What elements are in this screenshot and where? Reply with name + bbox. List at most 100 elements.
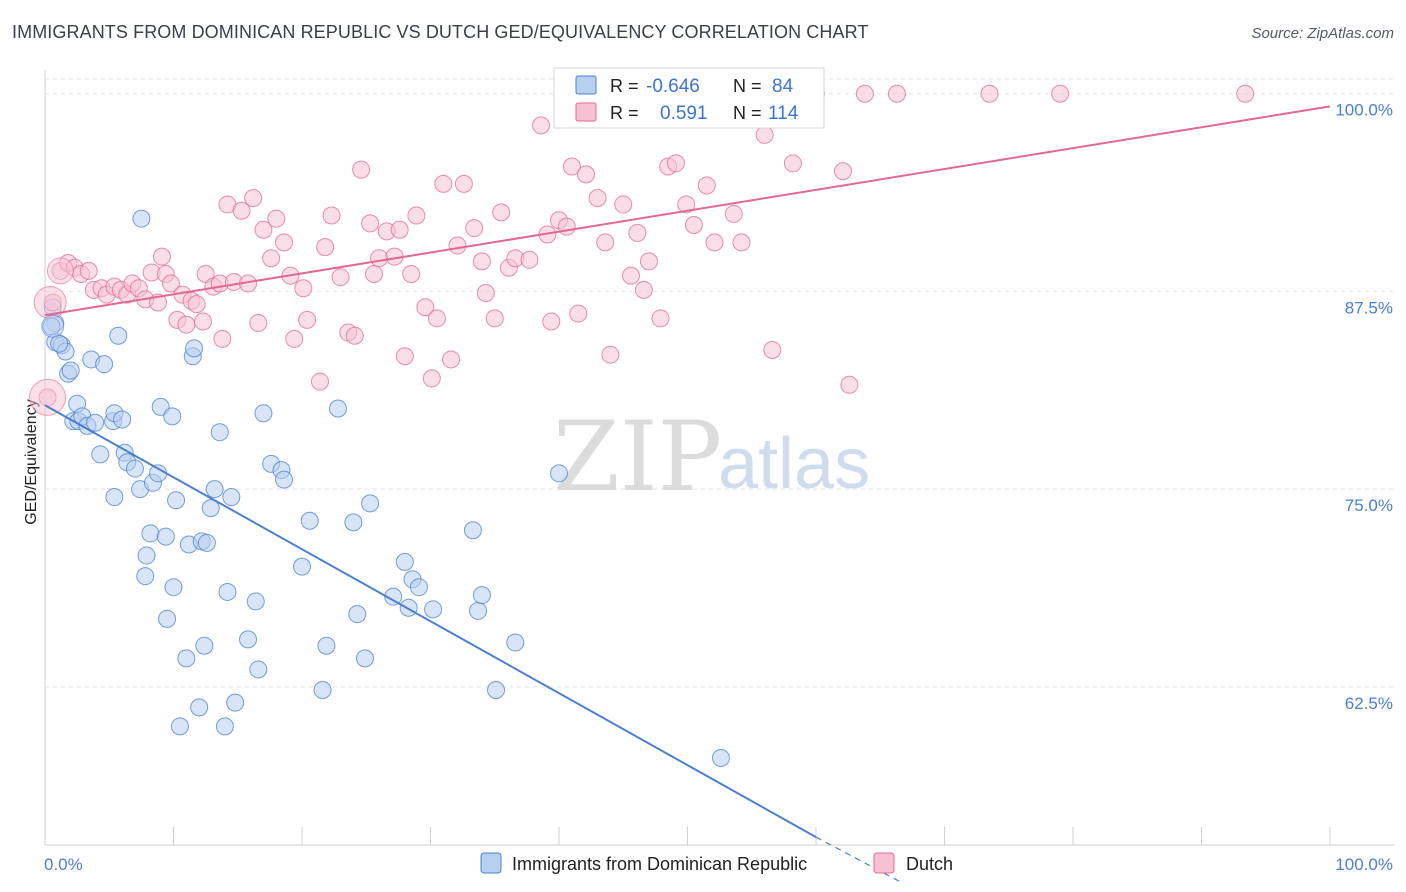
point-dominican-45 (197, 533, 216, 552)
point-dominican-65 (348, 605, 367, 624)
point-dominican-55 (249, 660, 268, 679)
point-dutch-86 (601, 345, 620, 364)
point-large-2 (46, 257, 74, 285)
point-dutch-75 (520, 250, 539, 269)
point-dutch-51 (352, 160, 371, 179)
y-tick-labels: 62.5% 75.0% 87.5% 100.0% (1335, 101, 1393, 713)
point-dutch-110 (887, 84, 906, 103)
point-large-3 (41, 314, 65, 338)
point-dutch-18 (152, 247, 171, 266)
point-dominican-77 (472, 586, 491, 605)
y-tick-label: 87.5% (1345, 298, 1393, 317)
trend-line-dominican-extension (815, 836, 900, 882)
point-dominican-35 (164, 578, 183, 597)
point-dominican-25 (132, 209, 151, 228)
point-dominican-27 (137, 546, 156, 565)
point-dominican-64 (328, 399, 347, 418)
point-dutch-57 (390, 220, 409, 239)
point-dominican-56 (254, 404, 273, 423)
point-dutch-66 (448, 236, 467, 255)
point-dutch-53 (364, 265, 383, 284)
point-dutch-25 (187, 295, 206, 314)
point-dutch-39 (267, 209, 286, 228)
point-dutch-101 (724, 204, 743, 223)
stats-r-label-pink: R = (610, 103, 639, 123)
y-axis-label: GED/Equivalency (23, 399, 40, 524)
point-dominican-52 (226, 693, 245, 712)
point-dominican-71 (399, 598, 418, 617)
point-dominican-6 (61, 361, 80, 380)
grid (45, 78, 1395, 688)
stats-r-value-blue: -0.646 (646, 76, 700, 97)
point-dutch-80 (557, 217, 576, 236)
point-dominican-70 (395, 552, 414, 571)
point-dutch-65 (442, 350, 461, 369)
point-dutch-67 (454, 174, 473, 193)
point-dutch-47 (322, 206, 341, 225)
stats-legend: R = -0.646 N = 84 R = 0.591 N = 114 (553, 67, 825, 129)
point-dutch-83 (576, 165, 595, 184)
y-tick-label: 100.0% (1335, 101, 1393, 120)
point-dutch-59 (402, 265, 421, 284)
point-dominican-73 (409, 578, 428, 597)
point-dominican-66 (355, 649, 374, 668)
point-dominican-19 (109, 326, 128, 345)
point-dutch-105 (783, 154, 802, 173)
point-dominican-32 (156, 527, 175, 546)
stats-n-label-blue: N = (733, 76, 762, 96)
point-dutch-78 (542, 312, 561, 331)
source-label: Source: ZipAtlas.com (1251, 25, 1394, 42)
legend-label-dominican: Immigrants from Dominican Republic (512, 854, 807, 874)
trend-lines (44, 105, 1331, 882)
point-dominican-61 (300, 511, 319, 530)
x-tick-label-100: 100.0% (1335, 855, 1393, 874)
point-dutch-45 (310, 372, 329, 391)
stats-r-label-blue: R = (610, 76, 639, 96)
stats-swatch-pink (575, 102, 597, 122)
chart-title: IMMIGRANTS FROM DOMINICAN REPUBLIC VS DU… (12, 22, 868, 42)
point-dutch-104 (763, 340, 782, 359)
point-dominican-80 (550, 464, 568, 483)
stats-n-label-pink: N = (733, 103, 762, 123)
point-dominican-18 (105, 488, 124, 507)
point-dutch-36 (249, 314, 268, 333)
point-dominican-20 (113, 410, 132, 429)
point-dominican-76 (469, 601, 488, 620)
point-dominican-50 (218, 582, 237, 601)
stats-swatch-blue (575, 75, 597, 95)
point-dutch-88 (621, 266, 640, 285)
x-tick-label-0: 0.0% (44, 855, 83, 874)
point-dutch-98 (697, 176, 716, 195)
point-dutch-37 (254, 220, 273, 239)
point-dutch-94 (666, 154, 685, 173)
point-dominican-51 (222, 488, 241, 507)
point-dutch-99 (705, 233, 724, 252)
point-dutch-20 (161, 274, 180, 293)
point-dutch-52 (361, 214, 380, 233)
point-dutch-95 (677, 195, 696, 214)
point-dutch-64 (434, 174, 453, 193)
point-dutch-68 (465, 219, 484, 238)
point-dutch-6 (79, 261, 98, 280)
point-dominican-23 (125, 459, 144, 478)
point-dutch-40 (275, 233, 294, 252)
point-dominican-46 (201, 499, 220, 518)
point-dutch-23 (177, 315, 196, 334)
legend-swatch-dutch (873, 852, 895, 874)
series-legend: Immigrants from Dominican Republic Dutch (480, 852, 953, 874)
point-dominican-74 (424, 600, 443, 619)
point-dutch-26 (194, 312, 213, 331)
point-dominican-63 (317, 636, 336, 655)
point-dominican-42 (190, 698, 209, 717)
point-dutch-102 (732, 233, 751, 252)
point-dominican-30 (149, 464, 168, 483)
point-dominican-37 (170, 717, 189, 736)
point-dutch-103 (755, 125, 774, 144)
legend-label-dutch: Dutch (906, 854, 953, 874)
point-dutch-107 (833, 162, 852, 181)
point-dutch-61 (416, 298, 435, 317)
point-dutch-43 (294, 279, 313, 298)
point-dominican-54 (246, 592, 265, 611)
watermark: ZIP atlas (553, 401, 870, 513)
